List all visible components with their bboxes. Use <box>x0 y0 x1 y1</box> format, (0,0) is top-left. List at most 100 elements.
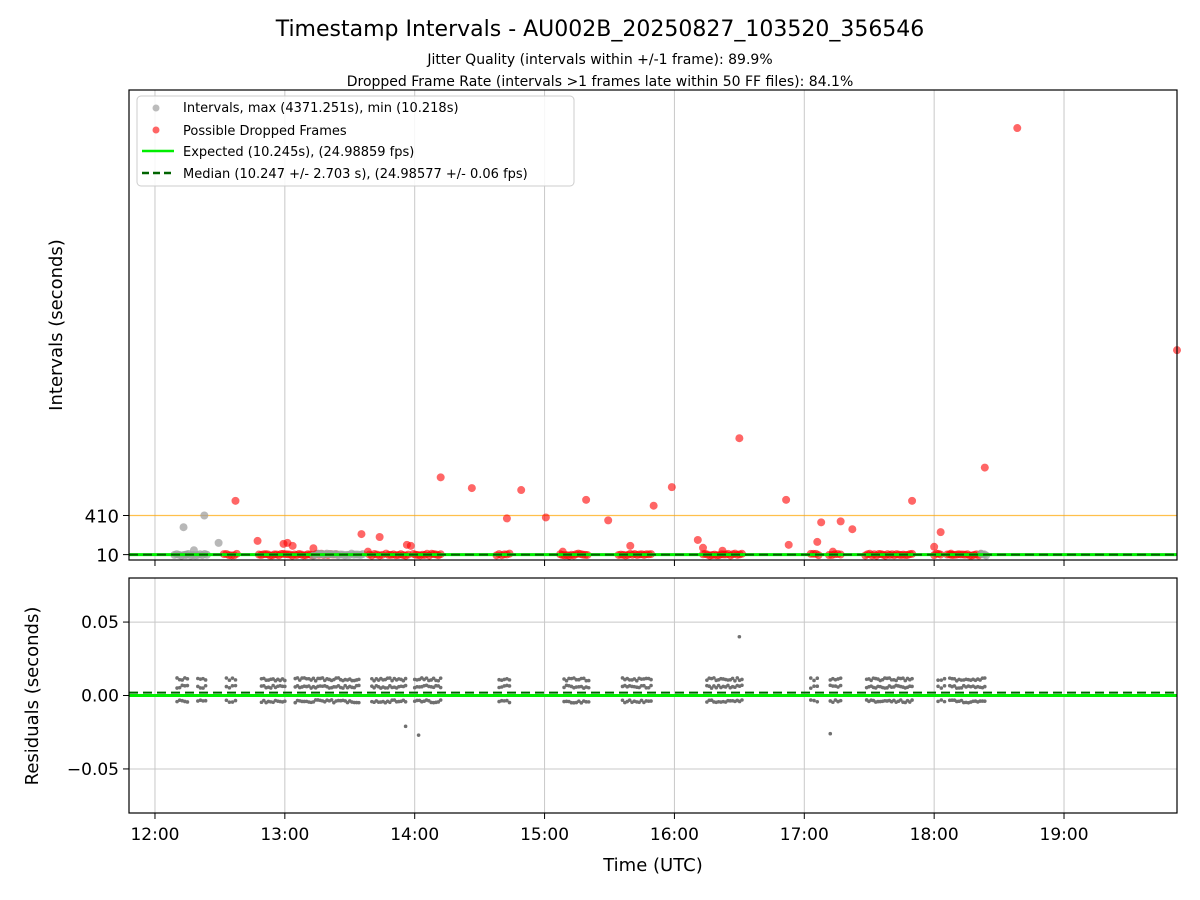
dropped-frame-point <box>735 434 744 443</box>
residual-outlier-point <box>416 733 421 737</box>
residual-point <box>269 686 273 690</box>
residual-point <box>939 686 944 690</box>
residual-point <box>639 698 644 703</box>
residual-point <box>936 699 940 704</box>
dropped-frame-point <box>649 501 658 510</box>
chart-legend: Intervals, max (4371.251s), min (10.218s… <box>136 95 575 187</box>
residual-point <box>224 676 229 680</box>
residual-point <box>227 678 232 683</box>
residual-point <box>227 685 232 690</box>
residual-point <box>431 676 436 681</box>
dropped-frame-point <box>357 530 366 539</box>
residual-point <box>390 678 394 683</box>
dropped-frame-point <box>667 483 676 492</box>
dropped-frame-point <box>936 528 945 537</box>
residual-point <box>942 699 947 704</box>
residual-point <box>808 676 813 680</box>
dropped-frame-point <box>693 535 702 544</box>
residual-point <box>357 677 361 682</box>
residuals-y-axis-label: Residuals (seconds) <box>22 607 43 786</box>
dropped-frame-point <box>784 540 793 549</box>
residual-point <box>227 700 232 704</box>
residual-point <box>815 700 820 704</box>
residual-point <box>436 678 441 683</box>
residual-point <box>203 683 208 688</box>
residual-outlier-point <box>403 724 408 729</box>
dropped-frame-point <box>502 514 511 523</box>
residual-point <box>815 684 820 689</box>
residual-point <box>507 678 512 682</box>
dropped-frame-point <box>908 496 917 505</box>
residual-point <box>634 678 639 683</box>
dropped-frame-point <box>626 541 635 550</box>
residual-point <box>649 683 653 688</box>
dropped-frame-point <box>836 517 845 526</box>
residual-point <box>313 678 318 683</box>
residual-point <box>224 684 229 689</box>
residual-point <box>740 683 744 688</box>
residual-point <box>959 698 964 703</box>
residual-point <box>505 698 509 703</box>
dropped-frame-point <box>231 496 240 505</box>
residual-outlier-point <box>737 634 742 639</box>
residual-point <box>283 684 287 689</box>
residual-point <box>942 684 947 688</box>
residual-point <box>910 698 914 702</box>
residual-point <box>283 699 287 704</box>
residual-point <box>649 677 653 682</box>
residual-points <box>175 634 987 737</box>
intervals-axes-frame <box>128 89 1178 561</box>
residual-point <box>898 698 903 702</box>
x-tick-label: 16:00 <box>650 825 699 845</box>
residual-point <box>838 698 843 703</box>
residual-point <box>939 698 944 702</box>
residual-point <box>343 683 348 688</box>
residual-point <box>838 683 843 688</box>
interval-point <box>214 538 223 547</box>
y-tick-label: 410 <box>85 506 119 527</box>
dropped-frame-point <box>288 541 297 550</box>
residual-point <box>808 698 813 702</box>
figure-title: Timestamp Intervals - AU002B_20250827_10… <box>275 17 925 42</box>
residual-outlier-point <box>828 731 833 736</box>
legend-median-label: Median (10.247 +/- 2.703 s), (24.98577 +… <box>183 167 528 182</box>
residual-point <box>901 676 905 681</box>
residual-point <box>233 698 238 703</box>
residual-point <box>230 676 235 680</box>
residual-point <box>438 698 443 702</box>
residual-point <box>329 698 334 702</box>
dropped-frame-point <box>813 537 822 546</box>
y-tick-label: 10 <box>96 546 119 567</box>
residual-point <box>224 698 229 703</box>
residual-point <box>581 676 586 681</box>
residual-point <box>196 684 200 689</box>
residual-point <box>838 676 843 680</box>
residual-point <box>733 678 737 683</box>
residual-point <box>293 700 298 705</box>
residual-point <box>283 678 287 683</box>
residual-point <box>983 699 987 703</box>
residual-point <box>185 677 190 681</box>
residual-point <box>586 700 591 704</box>
residual-point <box>502 699 507 703</box>
residual-point <box>833 698 838 702</box>
dropped-frame-point <box>718 546 727 555</box>
dropped-frame-point <box>375 533 384 542</box>
residual-point <box>320 676 325 680</box>
x-tick-label: 13:00 <box>260 825 309 845</box>
residual-point <box>740 677 744 682</box>
residual-point <box>507 684 512 688</box>
legend-intervals-label: Intervals, max (4371.251s), min (10.218s… <box>183 101 459 116</box>
legend-intervals-marker <box>152 104 160 112</box>
residual-point <box>203 698 208 703</box>
residual-point <box>385 686 390 690</box>
residual-point <box>403 676 408 681</box>
residual-point <box>646 685 651 690</box>
residual-point <box>627 698 632 702</box>
residual-point <box>812 698 816 703</box>
residual-point <box>201 699 205 703</box>
residual-point <box>230 684 235 688</box>
residual-point <box>740 698 744 702</box>
residual-point <box>180 678 185 682</box>
